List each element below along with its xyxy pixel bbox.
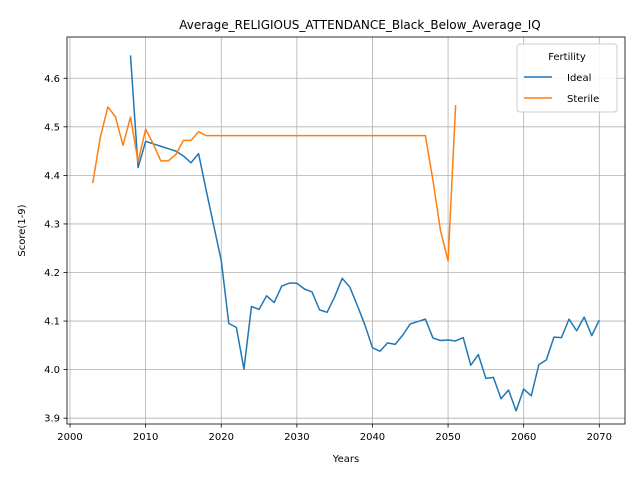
x-tick-label: 2000: [57, 432, 82, 443]
legend-label-sterile: Sterile: [567, 94, 599, 105]
x-tick-label: 2010: [133, 432, 158, 443]
series-line-ideal: [129, 55, 600, 412]
y-tick-label: 4.5: [44, 122, 60, 133]
legend: Fertility Ideal Sterile: [516, 43, 618, 113]
x-tick-label: 2050: [435, 432, 460, 443]
legend-box: [516, 43, 618, 113]
y-tick-label: 4.2: [44, 268, 60, 279]
x-tick-label: 2070: [587, 432, 612, 443]
x-tick-label: 2020: [209, 432, 234, 443]
y-tick-label: 4.1: [44, 317, 60, 328]
y-axis-title: Score(1-9): [17, 204, 28, 256]
plot-frame: [66, 36, 626, 425]
x-axis-title: Years: [332, 454, 359, 465]
y-tick-label: 3.9: [44, 414, 60, 425]
tick-layer: 2000 2010 2020 2030 2040 2050 2060 2070 3.9 4.0 4.…: [44, 74, 612, 443]
series-layer: [91, 55, 600, 412]
y-tick-label: 4.0: [44, 365, 60, 376]
x-tick-label: 2040: [360, 432, 385, 443]
x-tick-label: 2030: [284, 432, 309, 443]
chart-title: Average_RELIGIOUS_ATTENDANCE_Black_Below…: [179, 18, 540, 32]
y-tick-label: 4.3: [44, 219, 60, 230]
y-tick-label: 4.6: [44, 74, 60, 85]
y-tick-label: 4.4: [44, 171, 60, 182]
x-tick-label: 2060: [511, 432, 536, 443]
series-line-sterile: [91, 104, 457, 262]
legend-label-ideal: Ideal: [567, 73, 591, 84]
legend-title: Fertility: [548, 52, 586, 63]
